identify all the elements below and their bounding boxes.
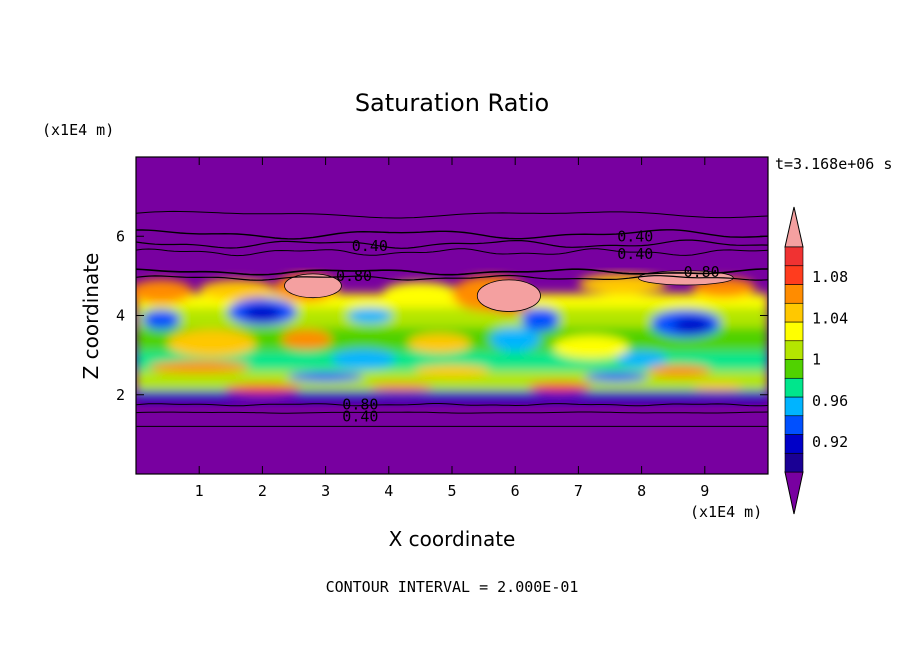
colorbar-segment xyxy=(784,265,804,285)
x-tick-label: 4 xyxy=(384,482,393,500)
contour-line xyxy=(136,239,768,249)
contour-line xyxy=(136,274,768,281)
field-cell xyxy=(489,327,541,352)
field-cell xyxy=(136,279,193,304)
field-cell xyxy=(527,382,592,392)
contour-label: 0.40 xyxy=(617,245,653,263)
field-cell xyxy=(673,317,712,334)
field-cell xyxy=(347,307,392,324)
contour-line xyxy=(136,403,768,407)
field-band xyxy=(136,390,768,401)
contour-labels: 0.400.800.400.400.800.800.40 xyxy=(336,227,720,425)
colorbar-label: 1.08 xyxy=(812,268,848,286)
y-unit-label: (x1E4 m) xyxy=(42,121,114,139)
field-cell xyxy=(142,309,181,330)
field-cell xyxy=(369,382,434,391)
field-cell xyxy=(167,329,257,358)
supersaturated-patch xyxy=(476,279,541,312)
colorbar-segment xyxy=(784,302,804,323)
contour-label: 0.80 xyxy=(684,263,720,281)
colorbar-segment xyxy=(784,246,804,267)
x-tick-label: 9 xyxy=(700,482,709,500)
field-cell xyxy=(521,307,560,332)
field-cell xyxy=(281,329,332,350)
field-cell xyxy=(414,365,490,377)
y-tick-label: 2 xyxy=(116,386,125,404)
field-cell xyxy=(243,305,282,322)
colorbar-label: 1.04 xyxy=(812,309,848,327)
x-tick-label: 6 xyxy=(511,482,520,500)
x-tick-label: 7 xyxy=(574,482,583,500)
contour-line xyxy=(136,411,768,414)
y-axis-title: Z coordinate xyxy=(79,253,103,380)
field-cell xyxy=(407,333,471,354)
supersaturated-patch xyxy=(284,273,342,299)
field-cell xyxy=(287,372,364,382)
contour-line xyxy=(136,248,768,257)
field-cell xyxy=(692,382,743,391)
colorbar-segment xyxy=(784,359,804,379)
contour-line xyxy=(136,229,768,240)
colorbar-segment xyxy=(784,340,804,360)
field-cell xyxy=(148,361,250,373)
contour-interval-footer: CONTOUR INTERVAL = 2.000E-01 xyxy=(326,578,579,596)
contour-label: 0.40 xyxy=(342,408,378,426)
field-cell xyxy=(584,372,648,382)
colorbar-label: 0.96 xyxy=(812,392,848,410)
contour-line xyxy=(136,268,768,276)
field-cell xyxy=(382,281,459,306)
field-cell xyxy=(616,351,667,368)
x-tick-label: 1 xyxy=(195,482,204,500)
colorbar-segment xyxy=(784,284,804,304)
x-tick-label: 3 xyxy=(321,482,330,500)
colorbar-segment xyxy=(784,415,804,435)
field-cell xyxy=(647,365,712,377)
colorbar-segment xyxy=(784,434,804,454)
field-cell xyxy=(199,279,276,300)
x-tick-label: 5 xyxy=(447,482,456,500)
y-tick-label: 4 xyxy=(116,307,125,325)
contour-label: 0.80 xyxy=(342,396,378,414)
colorbar-max-triangle xyxy=(784,206,804,248)
x-axis-ticks: 1 2 3 4 5 6 7 8 9 xyxy=(195,157,709,500)
y-tick-label: 6 xyxy=(116,227,125,245)
x-tick-label: 8 xyxy=(637,482,646,500)
colorbar-segment xyxy=(784,377,804,398)
contour-label: 0.40 xyxy=(352,237,388,255)
colorbar-segment xyxy=(784,396,804,417)
chart-title: Saturation Ratio xyxy=(355,89,549,117)
contour-lines xyxy=(136,210,768,427)
colorbar-label: 1 xyxy=(812,351,821,369)
contour-label: 0.40 xyxy=(617,227,653,245)
colorbar: 0.92 0.96 1 1.04 1.08 xyxy=(784,206,848,515)
field-cell xyxy=(331,349,396,369)
colorbar-min-triangle xyxy=(784,471,804,515)
y-axis-ticks: 2 4 6 xyxy=(116,227,768,404)
field-cell xyxy=(224,384,301,394)
x-unit-label: (x1E4 m) xyxy=(690,503,762,521)
colorbar-segment xyxy=(784,321,804,342)
colorbar-segment xyxy=(784,452,804,473)
contour-label: 0.80 xyxy=(336,267,372,285)
time-label: t=3.168e+06 s xyxy=(775,155,892,173)
field-cell xyxy=(553,335,629,360)
colorbar-label: 0.92 xyxy=(812,433,848,451)
x-tick-label: 2 xyxy=(258,482,267,500)
x-axis-title: X coordinate xyxy=(389,527,516,551)
contour-line xyxy=(136,210,768,219)
